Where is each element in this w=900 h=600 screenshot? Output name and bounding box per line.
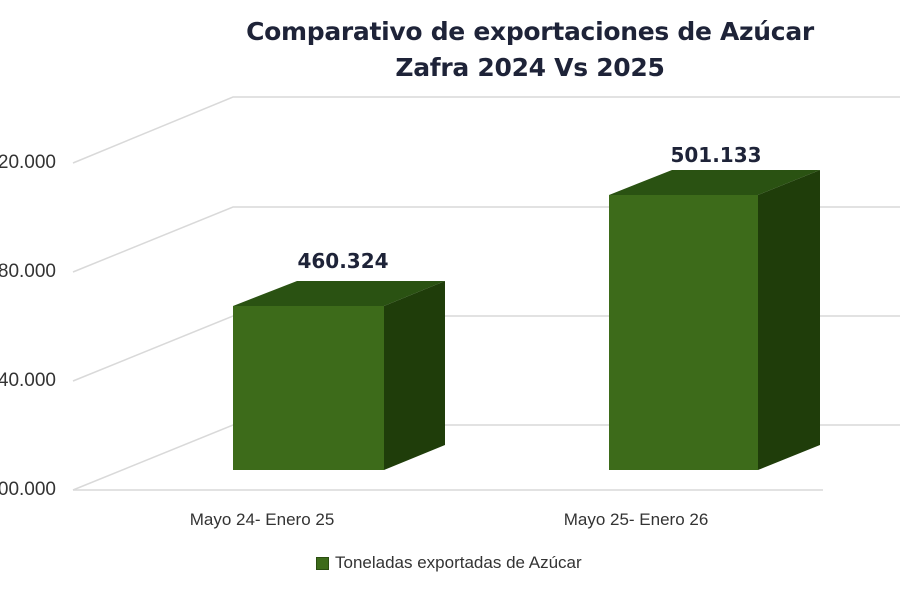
- data-label-bar-1: 460.324: [297, 249, 389, 273]
- bar-1-front: [233, 306, 384, 470]
- gridline-520000: [72, 96, 900, 164]
- bar-1-side: [384, 281, 445, 470]
- x-tick-label: Mayo 24- Enero 25: [189, 510, 335, 529]
- bar-2-side: [758, 170, 820, 470]
- data-label-bar-2: 501.133: [670, 143, 762, 167]
- bar-1-top: [233, 281, 445, 306]
- y-tick-label: 440.000: [0, 370, 56, 391]
- bar-2-top: [609, 170, 820, 195]
- legend: Toneladas exportadas de Azúcar: [316, 553, 582, 573]
- chart-title-line-1: Comparativo de exportaciones de Azúcar: [246, 17, 814, 46]
- legend-label: Toneladas exportadas de Azúcar: [335, 553, 582, 572]
- legend-swatch-icon: [316, 556, 329, 570]
- y-tick-label: 520.000: [0, 152, 56, 173]
- y-axis: 400.000 440.000 480.000 520.000: [0, 0, 58, 600]
- bar-1: [233, 281, 445, 470]
- chart-title-line-2: Zafra 2024 Vs 2025: [395, 53, 665, 82]
- x-tick-label: Mayo 25- Enero 26: [563, 510, 709, 529]
- bar-2-front: [609, 195, 758, 470]
- y-tick-label: 480.000: [0, 261, 56, 282]
- y-tick-label: 400.000: [0, 479, 56, 500]
- chart-title: Comparativo de exportaciones de Azúcar Z…: [0, 14, 900, 86]
- bar-2: [609, 170, 820, 470]
